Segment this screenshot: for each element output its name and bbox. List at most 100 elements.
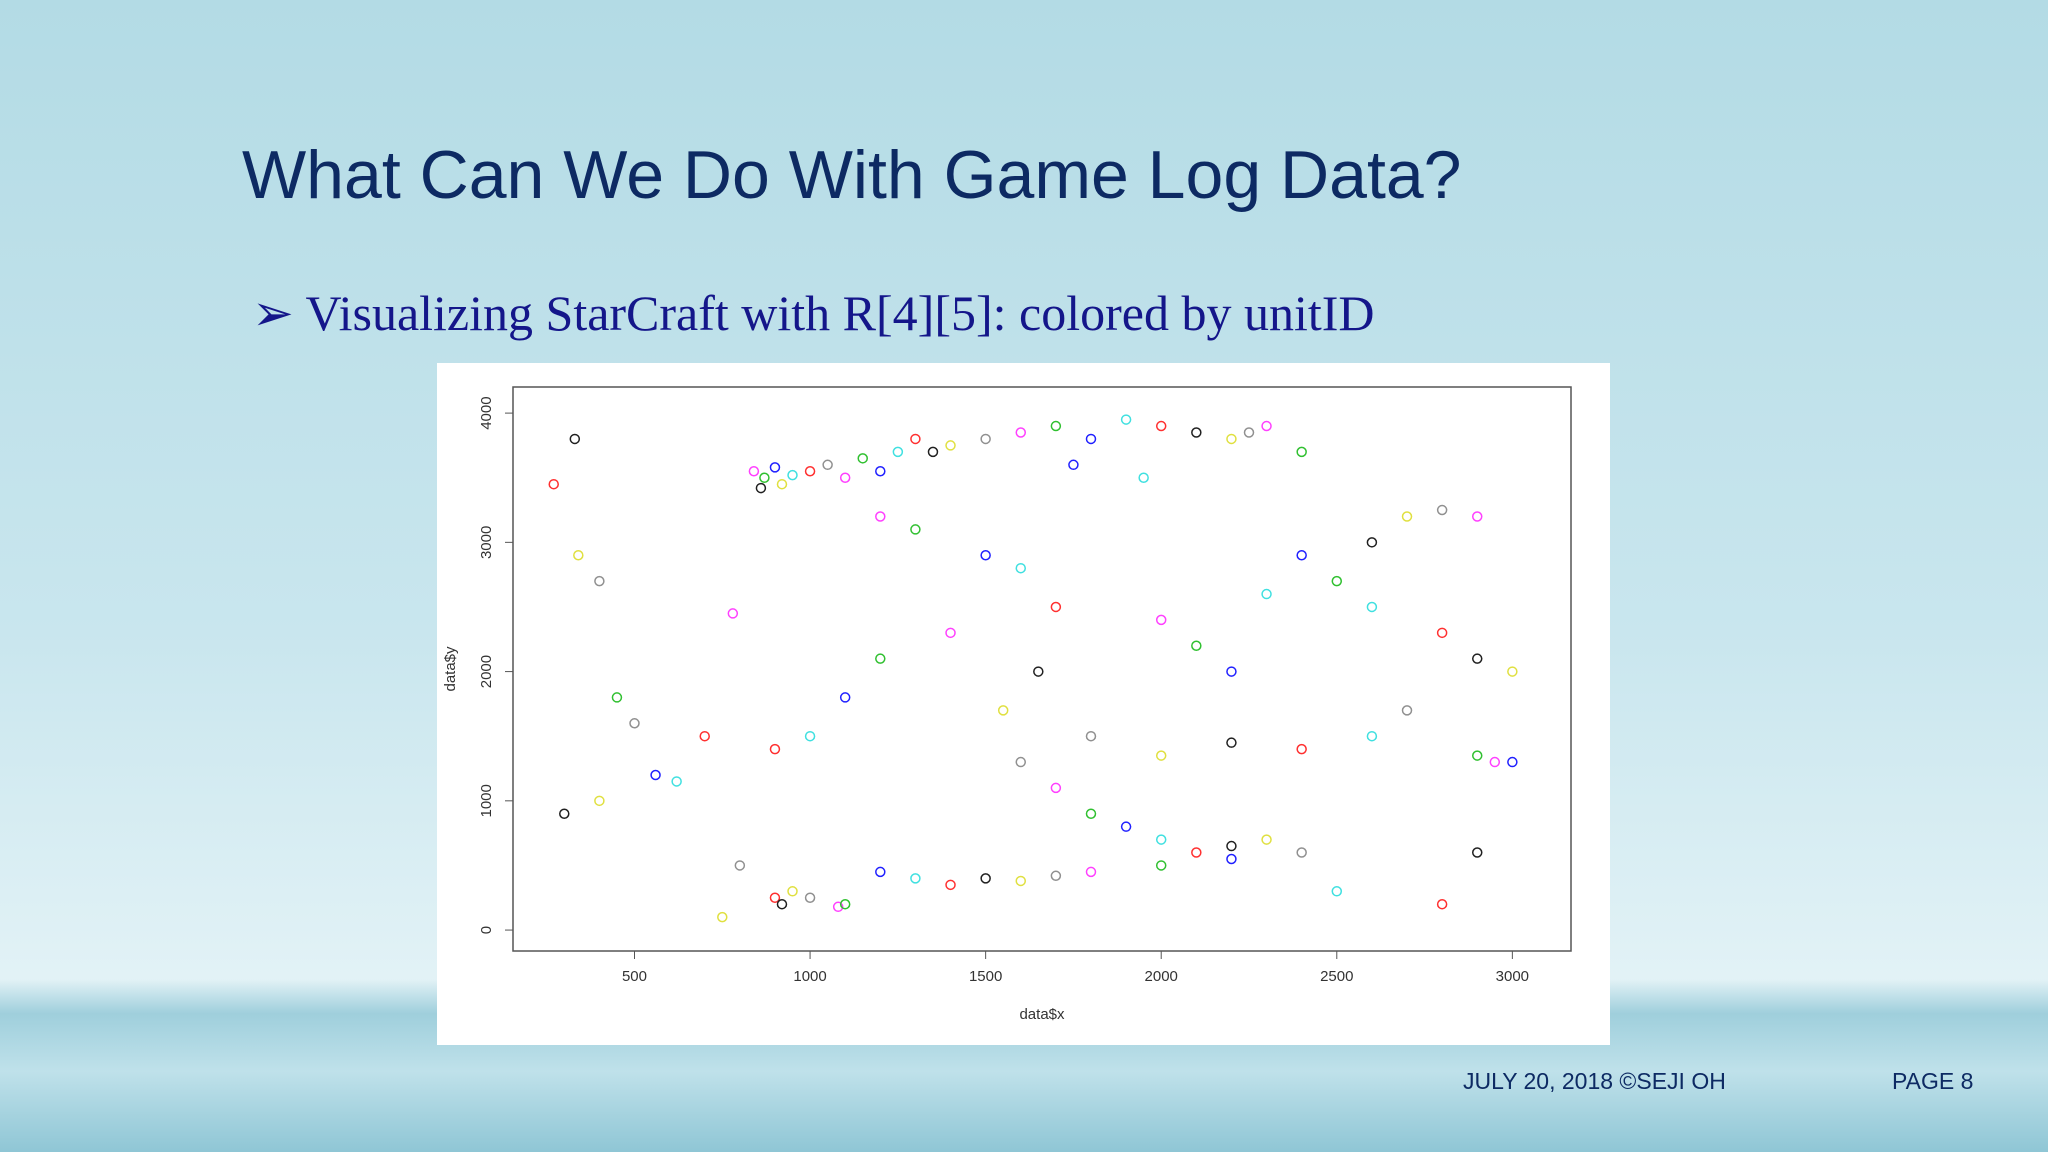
x-tick-label: 2000 — [1145, 968, 1178, 985]
point — [1401, 511, 1413, 522]
point — [804, 892, 816, 904]
point — [892, 446, 904, 458]
point — [769, 892, 781, 904]
point — [650, 769, 661, 781]
point — [769, 462, 781, 473]
point — [839, 692, 851, 703]
point — [1226, 433, 1237, 445]
point — [839, 898, 851, 910]
point — [1138, 472, 1149, 483]
point — [945, 440, 956, 451]
point — [1436, 504, 1448, 516]
point — [1226, 666, 1237, 677]
point — [927, 446, 939, 458]
x-tick-label: 2500 — [1320, 968, 1353, 985]
point — [776, 898, 788, 910]
point — [1085, 808, 1097, 819]
y-axis-label: data$y — [442, 646, 459, 692]
point — [1068, 459, 1079, 471]
plot-frame — [512, 386, 1572, 952]
point — [1085, 730, 1097, 742]
point — [1436, 898, 1448, 910]
point — [875, 466, 886, 477]
point — [569, 433, 581, 445]
x-tick-label: 1500 — [969, 968, 1002, 985]
point — [980, 433, 991, 445]
point — [910, 873, 921, 884]
point — [1261, 420, 1272, 432]
point — [787, 469, 798, 481]
point — [1155, 834, 1167, 845]
point — [945, 627, 956, 639]
point — [559, 808, 570, 819]
point — [671, 776, 682, 787]
point — [727, 608, 739, 619]
point — [1296, 847, 1307, 858]
point — [875, 866, 886, 878]
point — [629, 718, 640, 729]
point — [755, 482, 767, 494]
point — [1436, 627, 1448, 639]
point — [1085, 866, 1097, 878]
point — [1296, 550, 1307, 561]
y-tick-label: 0 — [478, 926, 495, 934]
point — [734, 860, 746, 871]
x-tick-label: 3000 — [1496, 968, 1529, 985]
point — [748, 466, 760, 477]
point — [1015, 875, 1027, 887]
x-axis-label: data$x — [1019, 1006, 1065, 1023]
point — [1471, 511, 1483, 522]
point — [1120, 414, 1132, 425]
x-tick-label: 1000 — [793, 968, 826, 985]
point — [1507, 666, 1518, 677]
footer-date: JULY 20, 2018 ©SEJI OH — [1463, 1068, 1726, 1094]
point — [822, 459, 833, 471]
x-tick-label: 500 — [622, 968, 647, 985]
point — [1050, 601, 1062, 613]
point — [1471, 653, 1483, 664]
page-number: PAGE 8 — [1892, 1068, 1974, 1094]
point — [1015, 562, 1027, 574]
point — [1085, 433, 1097, 445]
point — [1261, 834, 1272, 845]
point — [839, 472, 851, 483]
point — [1155, 420, 1167, 432]
point — [787, 886, 798, 897]
y-tick-label: 3000 — [478, 526, 495, 559]
point — [1401, 705, 1413, 716]
point — [776, 478, 788, 490]
point — [1155, 614, 1167, 626]
point — [997, 705, 1009, 716]
point — [1366, 537, 1378, 548]
point — [1296, 743, 1307, 755]
point — [759, 472, 770, 483]
point — [1050, 782, 1062, 794]
y-tick-label: 1000 — [478, 784, 495, 817]
point — [1489, 756, 1501, 768]
point — [1366, 730, 1378, 742]
point — [1120, 821, 1132, 832]
bullet-text: Visualizing StarCraft with R[4][5]: colo… — [305, 285, 1375, 341]
point — [980, 873, 991, 884]
point — [1191, 427, 1202, 438]
point — [875, 511, 886, 522]
point — [1050, 420, 1062, 432]
point — [1226, 840, 1237, 852]
point — [1243, 427, 1255, 438]
point — [857, 453, 868, 464]
bullet: ➢ Visualizing StarCraft with R[4][5]: co… — [252, 285, 1375, 341]
slide-title: What Can We Do With Game Log Data? — [242, 137, 1462, 213]
chart: 500 1000 1500 2000 2500 3000 0 1000 2000 3000 4000… — [437, 363, 1610, 1045]
point — [1226, 737, 1237, 748]
point — [910, 433, 921, 445]
point — [1507, 756, 1518, 768]
point — [910, 524, 921, 535]
point — [1471, 847, 1483, 858]
point — [594, 575, 605, 587]
point — [875, 653, 886, 664]
point — [945, 879, 956, 891]
y-tick-label: 2000 — [478, 655, 495, 688]
point — [1155, 860, 1167, 871]
point — [1226, 853, 1237, 865]
